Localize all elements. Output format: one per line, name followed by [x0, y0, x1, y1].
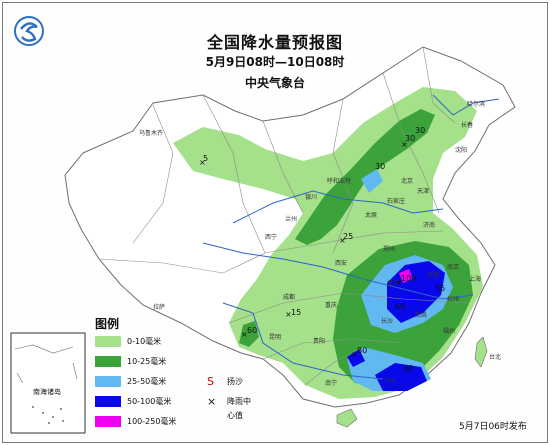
legend-label: 0-10毫米	[127, 337, 162, 346]
city-label: 太原	[365, 211, 377, 219]
city-label: 北京	[401, 177, 413, 185]
sand-icon: S	[207, 375, 214, 388]
city-label: 重庆	[325, 301, 337, 309]
legend-label: 10-25毫米	[127, 357, 167, 366]
legend-swatch	[95, 356, 121, 367]
province-boundaries	[98, 46, 470, 386]
china-map: 哈尔滨 长春 沈阳 乌鲁木齐 呼和浩特 银川 兰州 西宁 拉萨 成都 重庆 昆明…	[10, 46, 516, 434]
legend-label: 25-50毫米	[127, 377, 167, 386]
rain-center-value: 80	[357, 346, 367, 355]
legend-title: 图例	[95, 317, 120, 331]
forecast-period: 5月9日08时—10日08时	[205, 55, 345, 69]
city-label: 石家庄	[387, 197, 405, 205]
cross-icon: ×	[395, 278, 402, 287]
city-label: 银川	[305, 193, 317, 201]
city-label: 乌鲁木齐	[139, 129, 163, 137]
city-label: 长沙	[381, 317, 393, 325]
rain-center-value: 90	[403, 364, 413, 373]
cross-icon: ×	[241, 330, 248, 339]
city-label: 西安	[335, 259, 347, 267]
city-label: 昆明	[269, 334, 281, 341]
legend-symbol-label: 降雨中心值	[227, 397, 251, 420]
legend-row: 50-100毫米 × 降雨中心值	[95, 395, 255, 420]
rain-center-value: 5	[203, 154, 208, 163]
city-label: 合肥	[427, 271, 439, 279]
cross-icon: ×	[351, 350, 358, 359]
city-labels: 哈尔滨 长春 沈阳 乌鲁木齐 呼和浩特 银川 兰州 西宁 拉萨 成都 重庆 昆明…	[139, 100, 501, 387]
legend-label: 100-250毫米	[127, 417, 177, 426]
rain-center-markers: × × × × × × ×	[199, 140, 408, 359]
issued-time: 5月7日06时发布	[459, 422, 527, 432]
cross-icon: ×	[401, 140, 408, 149]
rain-area-25-50-north	[361, 169, 383, 193]
city-label: 哈尔滨	[467, 100, 485, 108]
city-label: 呼和浩特	[327, 177, 351, 185]
rain-center-value: 30	[405, 134, 415, 143]
rivers	[202, 94, 500, 380]
map-title: 全国降水量预报图	[206, 33, 343, 52]
city-label: 兰州	[285, 215, 297, 223]
city-label: 南昌	[415, 311, 427, 319]
city-label: 福州	[443, 327, 455, 335]
rain-center-value: 30	[415, 126, 425, 135]
city-label: 沈阳	[455, 146, 467, 154]
south-sea-inset-label: 南海诸岛	[33, 388, 61, 396]
city-label: 成都	[283, 293, 295, 301]
legend-row: 100-250毫米	[95, 415, 255, 429]
rain-center-value: 15	[291, 308, 301, 317]
legend-swatch	[95, 336, 121, 347]
south-sea-inset	[10, 332, 86, 434]
city-label: 济南	[423, 221, 435, 229]
legend-row: 10-25毫米	[95, 355, 255, 369]
city-label: 南宁	[325, 379, 337, 387]
legend-symbol-label: 扬沙	[227, 377, 243, 386]
legend-swatch	[95, 416, 121, 427]
rain-center-value: 60	[395, 302, 405, 311]
cross-icon: ×	[339, 236, 346, 245]
rain-center-value: 100	[401, 274, 416, 283]
rain-area-100-250	[399, 269, 413, 283]
legend-row: 0-10毫米	[95, 335, 255, 349]
city-label: 贵阳	[313, 337, 325, 345]
legend-swatch	[95, 396, 121, 407]
legend-label: 50-100毫米	[127, 397, 172, 406]
city-label: 拉萨	[153, 303, 165, 311]
hainan-island	[336, 408, 358, 428]
rain-center-value: 25	[343, 232, 353, 241]
rain-area-10-25-west	[239, 321, 259, 347]
legend-swatch	[95, 376, 121, 387]
cross-icon: ×	[199, 158, 206, 167]
city-label: 武汉	[387, 279, 399, 287]
rain-centers: 5 30 30 30 25 15 60 100 55 60 80 90	[203, 126, 445, 373]
issuing-agency: 中央气象台	[244, 76, 305, 90]
south-sea-islands	[32, 406, 64, 424]
city-label: 南京	[447, 263, 459, 271]
south-sea-coast	[14, 344, 78, 384]
city-label: 台北	[489, 353, 501, 361]
taiwan-island	[474, 336, 488, 368]
city-label: 广州	[383, 377, 395, 385]
legend-row: 25-50毫米 S 扬沙	[95, 375, 255, 389]
rain-center-value: 55	[435, 284, 445, 293]
city-label: 郑州	[383, 245, 395, 253]
rain-area-50-100-south	[375, 363, 427, 391]
cross-icon: ×	[207, 395, 217, 408]
city-label: 西宁	[265, 233, 277, 241]
rain-center-value: 60	[247, 326, 257, 335]
city-label: 长春	[461, 121, 473, 129]
rain-center-value: 30	[375, 162, 385, 171]
city-label: 杭州	[447, 295, 459, 303]
city-label: 天津	[417, 188, 429, 195]
city-label: 上海	[469, 275, 481, 283]
rain-area-50-100-gd	[347, 349, 365, 367]
cross-icon: ×	[285, 310, 292, 319]
cma-logo-icon	[14, 16, 44, 46]
